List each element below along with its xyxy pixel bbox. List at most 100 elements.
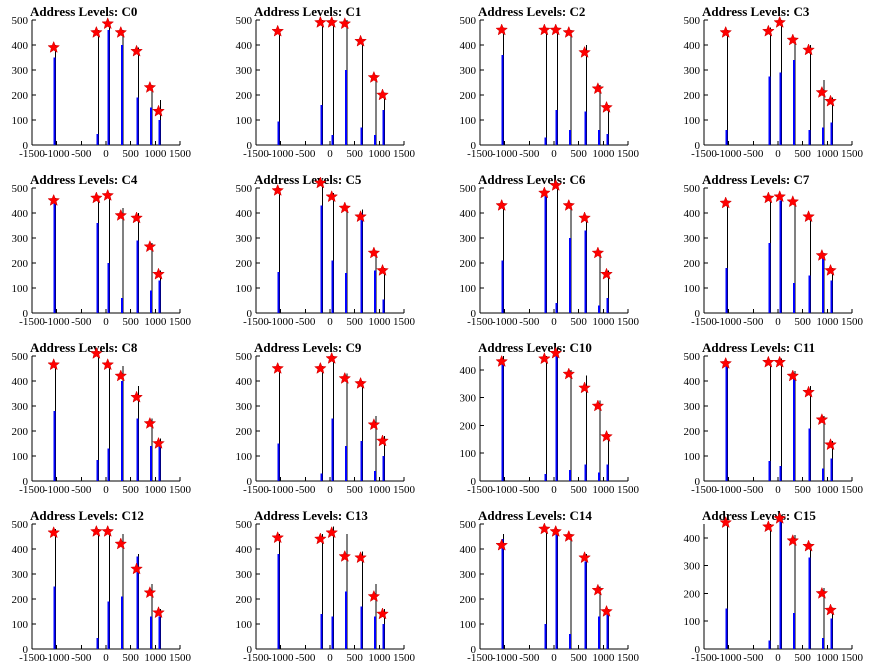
peak-marker — [578, 381, 591, 394]
peak-marker — [338, 371, 352, 384]
chart-title: Address Levels: C0 — [30, 4, 137, 19]
peak-marker — [376, 263, 389, 276]
x-tick-label: -1000 — [492, 484, 518, 496]
x-tick-label: 1000 — [144, 148, 167, 160]
peak-marker — [101, 358, 115, 371]
chart-title: Address Levels: C15 — [702, 508, 816, 523]
x-tick-label: 1500 — [841, 316, 864, 328]
x-tick-label: 1500 — [841, 652, 864, 664]
peak-marker — [578, 45, 591, 58]
y-tick-label: 0 — [23, 476, 29, 488]
peak-marker — [591, 82, 605, 95]
peak-marker — [354, 210, 367, 223]
peak-marker — [354, 551, 367, 564]
y-tick-label: 100 — [236, 115, 253, 127]
peak-marker — [271, 531, 285, 544]
x-tick-label: -1000 — [716, 316, 742, 328]
peak-marker — [367, 418, 381, 431]
peak-marker — [538, 186, 551, 199]
chart-title: Address Levels: C5 — [254, 172, 362, 187]
y-tick-label: 0 — [23, 644, 29, 656]
y-tick-label: 0 — [247, 476, 253, 488]
chart-panel: Address Levels: C12 0 100 200 300 400 500 -1500… — [12, 508, 192, 664]
y-tick-label: 200 — [12, 594, 29, 606]
peak-marker — [762, 191, 775, 204]
y-tick-label: 400 — [460, 208, 477, 220]
peak-marker — [367, 246, 381, 259]
peak-marker — [90, 524, 103, 537]
x-tick-label: -1500 — [691, 652, 717, 664]
x-tick-label: -1000 — [44, 652, 70, 664]
x-tick-label: 500 — [794, 148, 811, 160]
y-tick-label: 500 — [460, 519, 477, 531]
peak-marker — [376, 88, 389, 101]
x-tick-label: -1000 — [492, 316, 518, 328]
x-tick-label: -500 — [519, 652, 540, 664]
peak-marker — [47, 193, 61, 206]
x-tick-label: 1000 — [144, 652, 167, 664]
x-tick-label: -500 — [519, 148, 540, 160]
y-tick-label: 300 — [684, 561, 701, 573]
y-tick-label: 300 — [460, 233, 477, 245]
y-tick-label: 100 — [236, 283, 253, 295]
y-tick-label: 0 — [695, 644, 701, 656]
y-tick-label: 300 — [12, 569, 29, 581]
peak-marker — [824, 603, 837, 616]
y-tick-label: 0 — [247, 644, 253, 656]
peak-marker — [376, 607, 389, 620]
peak-marker — [367, 70, 381, 83]
y-tick-label: 500 — [12, 183, 29, 195]
x-tick-label: -1500 — [467, 652, 493, 664]
peak-marker — [338, 549, 352, 562]
peak-marker — [815, 248, 829, 261]
y-tick-label: 400 — [684, 40, 701, 52]
y-tick-label: 200 — [236, 258, 253, 270]
x-tick-label: 1500 — [393, 484, 416, 496]
y-tick-label: 100 — [460, 619, 477, 631]
peak-marker — [354, 376, 367, 389]
peak-marker — [549, 178, 563, 191]
peak-marker — [47, 358, 61, 371]
x-tick-label: -1500 — [243, 316, 269, 328]
peak-marker — [538, 522, 551, 535]
x-tick-label: 1000 — [144, 484, 167, 496]
x-tick-label: 0 — [775, 316, 781, 328]
x-tick-label: -1500 — [19, 484, 45, 496]
y-tick-label: 500 — [236, 183, 253, 195]
peak-marker — [591, 399, 605, 412]
peak-marker — [367, 589, 381, 602]
y-tick-label: 200 — [460, 90, 477, 102]
y-tick-label: 500 — [460, 183, 477, 195]
y-tick-label: 100 — [460, 115, 477, 127]
x-tick-label: 1500 — [617, 316, 640, 328]
x-tick-label: -500 — [71, 316, 92, 328]
x-tick-label: 500 — [346, 316, 363, 328]
chart-panel: Address Levels: C13 0 100 200 300 400 500 -1500… — [236, 508, 416, 664]
peak-marker — [802, 385, 815, 398]
y-tick-label: 500 — [684, 351, 701, 363]
x-tick-label: 1000 — [144, 316, 167, 328]
y-tick-label: 300 — [684, 65, 701, 77]
chart-title: Address Levels: C4 — [30, 172, 138, 187]
peak-marker — [538, 352, 551, 365]
x-tick-label: -500 — [743, 148, 764, 160]
peak-marker — [773, 15, 787, 28]
y-tick-label: 500 — [684, 183, 701, 195]
peak-marker — [802, 539, 815, 552]
x-tick-label: 1500 — [393, 148, 416, 160]
x-tick-label: 500 — [346, 148, 363, 160]
y-tick-label: 300 — [12, 401, 29, 413]
y-tick-label: 400 — [684, 533, 701, 545]
y-tick-label: 100 — [684, 115, 701, 127]
peak-marker — [143, 416, 157, 429]
y-tick-label: 400 — [12, 208, 29, 220]
x-tick-label: 500 — [346, 652, 363, 664]
peak-marker — [591, 583, 605, 596]
y-tick-label: 300 — [236, 569, 253, 581]
peak-marker — [376, 434, 389, 447]
x-tick-label: 0 — [775, 484, 781, 496]
peak-marker — [271, 24, 285, 37]
x-tick-label: -1000 — [268, 316, 294, 328]
